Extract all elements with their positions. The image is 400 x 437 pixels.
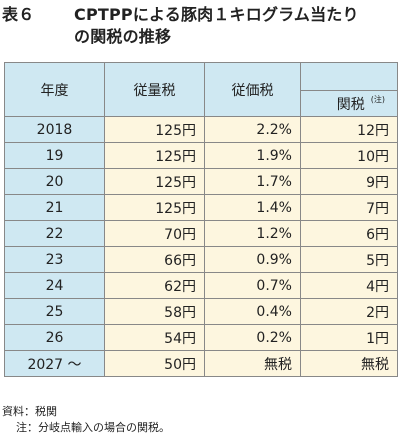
cell-tariff: 6円 [300, 220, 398, 247]
cell-tariff: 4円 [300, 272, 398, 299]
cell-ad-valorem-duty: 無税 [204, 350, 301, 377]
table-row: 24 62円 0.7% 4円 [4, 272, 398, 299]
cell-tariff: 12円 [300, 116, 398, 143]
cell-year: 22 [4, 220, 105, 247]
table-number: 表６ [2, 5, 35, 24]
cell-specific-duty: 125円 [104, 194, 205, 221]
table-row: 26 54円 0.2% 1円 [4, 324, 398, 351]
cell-ad-valorem-duty: 2.2% [204, 116, 301, 143]
cell-tariff: 2円 [300, 298, 398, 325]
cell-ad-valorem-duty: 0.9% [204, 246, 301, 273]
table-row: 20 125円 1.7% 9円 [4, 168, 398, 195]
cell-year: 19 [4, 142, 105, 169]
cell-tariff: 5円 [300, 246, 398, 273]
cell-ad-valorem-duty: 1.4% [204, 194, 301, 221]
cell-specific-duty: 62円 [104, 272, 205, 299]
header-tariff: 関税 (注) [300, 90, 398, 117]
header-specific-duty: 従量税 [104, 62, 205, 117]
header-tariff-label: 関税 [336, 96, 365, 113]
title-text-1: CPTPPによる豚肉１キログラム当たり [74, 5, 359, 24]
document-title: 表６ CPTPPによる豚肉１キログラム当たり の関税の推移 [2, 4, 398, 48]
cell-ad-valorem-duty: 1.2% [204, 220, 301, 247]
cell-ad-valorem-duty: 1.9% [204, 142, 301, 169]
table-row: 21 125円 1.4% 7円 [4, 194, 398, 221]
cell-specific-duty: 58円 [104, 298, 205, 325]
table-body: 2018 125円 2.2% 12円 19 125円 1.9% 10円 20 125円 1.7% 9円… [4, 116, 398, 377]
table-row: 25 58円 0.4% 2円 [4, 298, 398, 325]
cell-specific-duty: 125円 [104, 168, 205, 195]
cell-year: 20 [4, 168, 105, 195]
cell-specific-duty: 54円 [104, 324, 205, 351]
header-blank-cell [300, 62, 398, 91]
table-row: 19 125円 1.9% 10円 [4, 142, 398, 169]
cell-tariff: 7円 [300, 194, 398, 221]
cell-tariff: 無税 [300, 350, 398, 377]
cell-year: 26 [4, 324, 105, 351]
cell-tariff: 10円 [300, 142, 398, 169]
cell-ad-valorem-duty: 0.7% [204, 272, 301, 299]
cell-tariff: 9円 [300, 168, 398, 195]
cell-year: 23 [4, 246, 105, 273]
cell-ad-valorem-duty: 1.7% [204, 168, 301, 195]
table-row: 2027 ～ 50円 無税 無税 [4, 350, 398, 377]
title-line-2: の関税の推移 [74, 27, 172, 46]
cell-specific-duty: 50円 [104, 350, 205, 377]
header-subrow: 関税 (注) [5, 90, 398, 117]
table-row: 23 66円 0.9% 5円 [4, 246, 398, 273]
cell-tariff: 1円 [300, 324, 398, 351]
header-tariff-note: (注) [370, 94, 385, 104]
cell-ad-valorem-duty: 0.2% [204, 324, 301, 351]
cell-year: 2018 [4, 116, 105, 143]
cell-specific-duty: 125円 [104, 116, 205, 143]
header-row: 年度 従量税 従価税 [4, 62, 398, 117]
table-row: 2018 125円 2.2% 12円 [4, 116, 398, 143]
source-note: 資料：税関 [2, 405, 57, 418]
footnote: 注：分岐点輸入の場合の関税。 [16, 421, 170, 434]
footer: 資料：税関 注：分岐点輸入の場合の関税。 [2, 404, 170, 436]
cell-specific-duty: 70円 [104, 220, 205, 247]
cell-specific-duty: 125円 [104, 142, 205, 169]
cell-ad-valorem-duty: 0.4% [204, 298, 301, 325]
cell-year: 2027 ～ [4, 350, 105, 377]
table-row: 22 70円 1.2% 6円 [4, 220, 398, 247]
cell-year: 25 [4, 298, 105, 325]
cell-year: 24 [4, 272, 105, 299]
tariff-table: 年度 従量税 従価税 関税 (注) 2018 125円 2.2% 12円 19 125円 1.… [4, 62, 398, 377]
header-ad-valorem-duty: 従価税 [204, 62, 301, 117]
title-line-1: 表６ CPTPPによる豚肉１キログラム当たり [2, 4, 398, 26]
header-year: 年度 [4, 62, 105, 117]
cell-year: 21 [4, 194, 105, 221]
cell-specific-duty: 66円 [104, 246, 205, 273]
